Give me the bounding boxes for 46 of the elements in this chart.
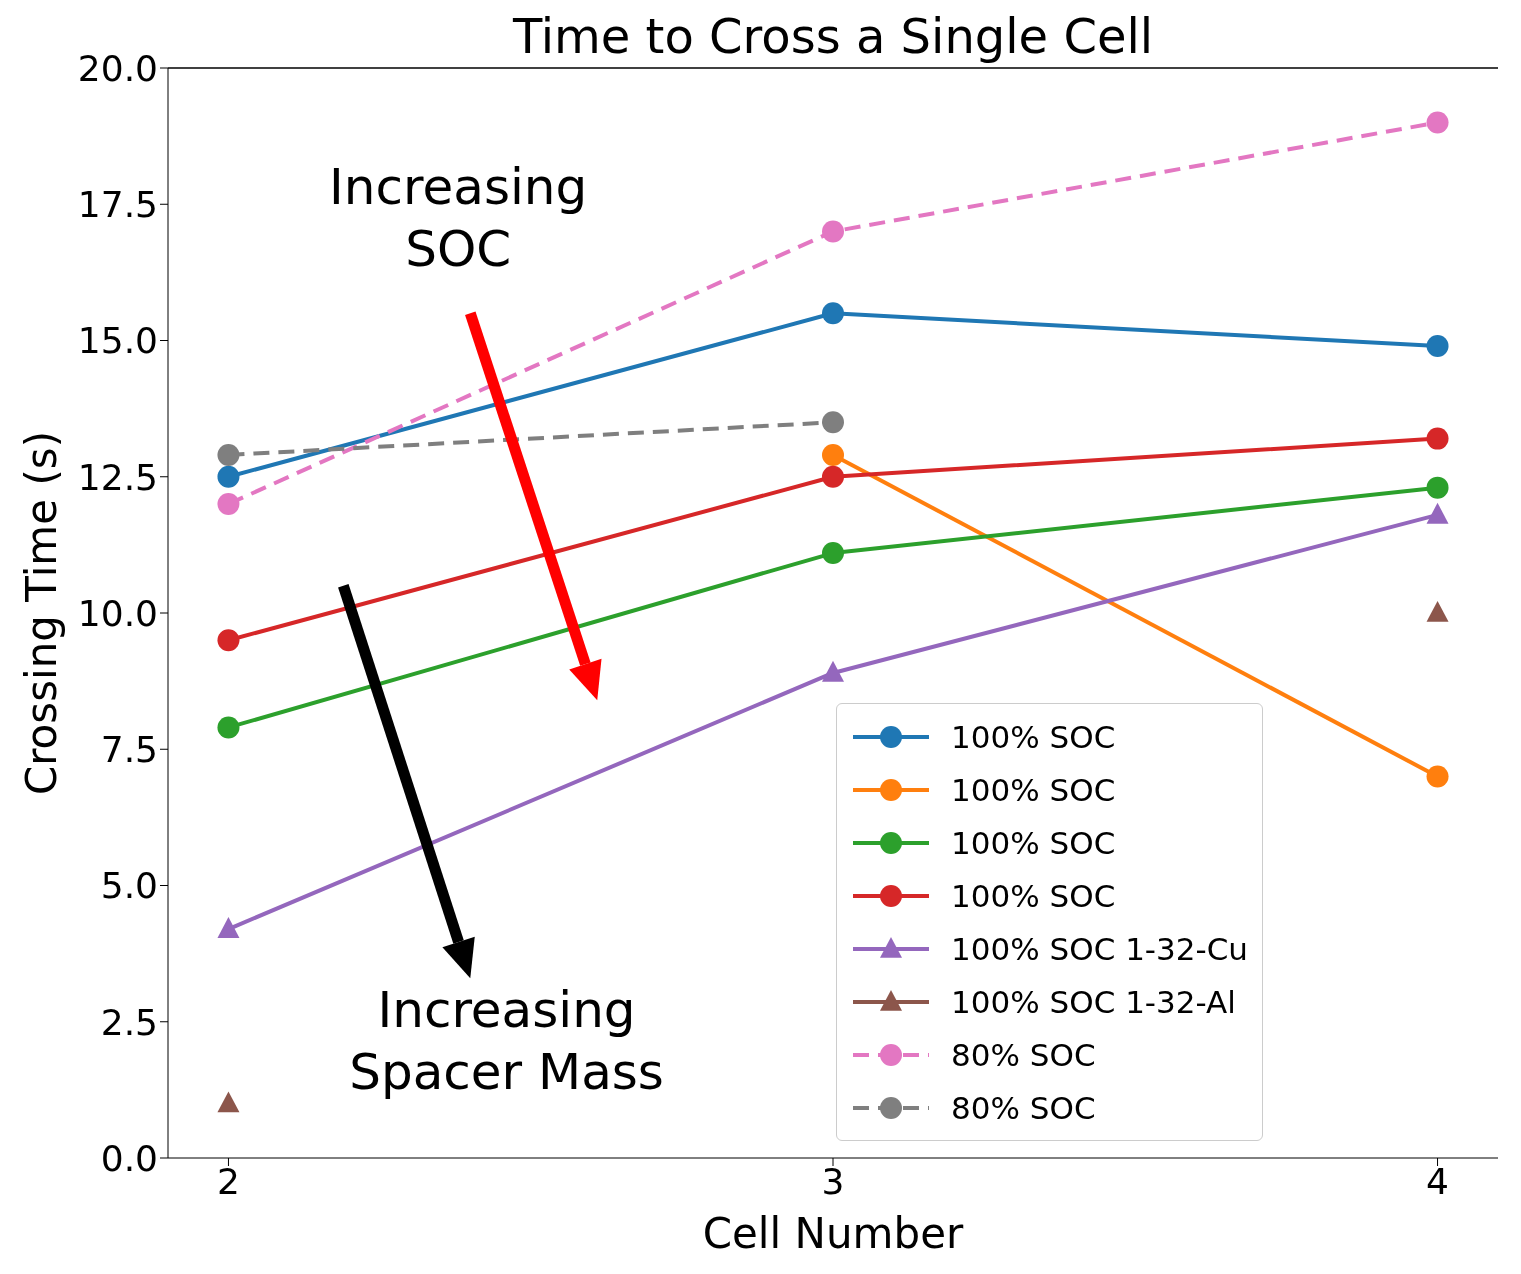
point: [217, 443, 240, 466]
y-tick-label: 2.5: [100, 1001, 158, 1043]
point: [822, 542, 844, 565]
y-tick-label: 0.0: [100, 1137, 158, 1179]
x-tick-label: 2: [217, 1160, 240, 1202]
x-tick-label: 4: [1426, 1160, 1449, 1202]
x-tick-label: 3: [821, 1160, 845, 1202]
point: [217, 917, 240, 938]
point: [822, 220, 844, 243]
y-tick-label: 10.0: [77, 592, 158, 634]
point: [217, 493, 240, 515]
point: [822, 411, 844, 434]
annotation: Increasing SOC: [329, 158, 588, 279]
legend-label: 100% SOC: [951, 771, 1116, 808]
point: [1426, 502, 1449, 524]
point: [217, 465, 240, 488]
point: [217, 629, 240, 652]
point: [822, 302, 844, 325]
legend-label: 100% SOC: [951, 824, 1116, 861]
y-tick-label: 17.5: [77, 184, 158, 226]
point: [1426, 600, 1449, 622]
point: [822, 660, 844, 682]
y-tick-label: 5.0: [100, 865, 158, 907]
point: [1426, 765, 1449, 788]
point: [217, 1091, 240, 1113]
point: [1426, 476, 1449, 499]
point: [1426, 427, 1449, 450]
y-tick-label: 15.0: [77, 320, 158, 362]
point: [1426, 334, 1449, 357]
point: [217, 716, 240, 739]
legend-label: 80% SOC: [951, 1036, 1096, 1073]
y-tick-label: 20.0: [77, 47, 158, 89]
y-axis-title: Crossing Time (s): [17, 430, 66, 796]
annotation: Increasing Spacer Mass: [349, 981, 664, 1102]
legend-label: 100% SOC 1-32-Al: [951, 983, 1236, 1020]
point: [1426, 111, 1449, 134]
y-tick-label: 7.5: [100, 729, 158, 771]
legend-label: 100% SOC: [951, 718, 1116, 755]
legend-label: 80% SOC: [951, 1089, 1096, 1126]
point: [822, 465, 844, 488]
y-tick-label: 12.5: [77, 456, 158, 498]
legend-label: 100% SOC 1-32-Cu: [951, 930, 1248, 967]
x-axis-title: Cell Number: [702, 1209, 965, 1258]
legend-label: 100% SOC: [951, 877, 1116, 914]
chart-title: Time to Cross a Single Cell: [511, 8, 1155, 64]
point: [822, 443, 844, 466]
